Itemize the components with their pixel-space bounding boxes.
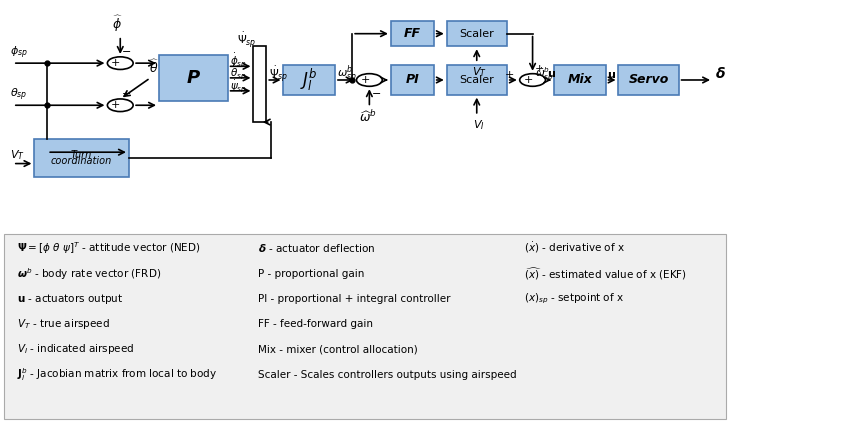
FancyBboxPatch shape [391,65,434,95]
Text: PI - proportional + integral controller: PI - proportional + integral controller [258,294,450,304]
Text: $-$: $-$ [121,45,131,55]
Text: $\mathbf{u}$: $\mathbf{u}$ [547,69,556,79]
FancyBboxPatch shape [391,21,434,46]
FancyBboxPatch shape [253,46,266,122]
Text: $V_T$ - true airspeed: $V_T$ - true airspeed [17,317,110,331]
Text: $\widehat{\phi}$: $\widehat{\phi}$ [112,13,124,34]
Circle shape [520,74,545,86]
Text: $\mathbf{\Psi} = [\phi\ \theta\ \psi]^T$ - attitude vector (NED): $\mathbf{\Psi} = [\phi\ \theta\ \psi]^T$… [17,240,201,256]
Text: $(\dot{x})$ - derivative of x: $(\dot{x})$ - derivative of x [524,241,625,256]
Text: $\mathbf{u}$ - actuators output: $\mathbf{u}$ - actuators output [17,292,124,306]
Text: $+$: $+$ [534,64,545,75]
Text: coordination: coordination [51,156,113,166]
Text: $\widehat{(x)}$ - estimated value of x (EKF): $\widehat{(x)}$ - estimated value of x (… [524,266,687,282]
Text: FF - feed-forward gain: FF - feed-forward gain [258,319,373,329]
Text: $V_I$ - indicated airspeed: $V_I$ - indicated airspeed [17,342,134,357]
Text: Turn: Turn [71,150,92,160]
FancyBboxPatch shape [618,65,679,95]
FancyBboxPatch shape [447,21,507,46]
Text: $\omega_{sp}^b$: $\omega_{sp}^b$ [337,64,356,86]
Circle shape [107,57,133,69]
Text: $\boldsymbol{\omega}^b$ - body rate vector (FRD): $\boldsymbol{\omega}^b$ - body rate vect… [17,266,161,282]
Text: $-$: $-$ [371,87,381,97]
FancyBboxPatch shape [4,234,726,419]
Text: $V_T$: $V_T$ [10,148,25,162]
Text: $\dot{\psi}_{sp}$: $\dot{\psi}_{sp}$ [230,78,247,94]
FancyBboxPatch shape [34,139,129,177]
Text: $\dot{\omega}_{sp}^{b}$: $\dot{\omega}_{sp}^{b}$ [535,65,554,83]
Text: $\theta_{sp}$: $\theta_{sp}$ [10,87,27,103]
FancyBboxPatch shape [283,65,335,95]
Text: Scaler - Scales controllers outputs using airspeed: Scaler - Scales controllers outputs usin… [258,370,516,380]
Text: $\dot{\Psi}_{sp}$: $\dot{\Psi}_{sp}$ [237,30,256,50]
Text: $\mathbf{u}$: $\mathbf{u}$ [607,70,616,80]
Text: Mix: Mix [568,74,592,86]
Text: $-$: $-$ [121,87,131,97]
FancyBboxPatch shape [159,55,228,101]
Text: Servo: Servo [628,74,669,86]
Text: $J_l^b$: $J_l^b$ [301,67,318,93]
Text: PI: PI [405,74,419,86]
Text: $\mathbf{J}_l^b$ - Jacobian matrix from local to body: $\mathbf{J}_l^b$ - Jacobian matrix from … [17,366,217,383]
Text: $(x)_{sp}$ - setpoint of x: $(x)_{sp}$ - setpoint of x [524,292,624,306]
Text: +: + [112,100,120,110]
Circle shape [356,74,382,86]
Circle shape [107,99,133,112]
Text: P - proportional gain: P - proportional gain [258,269,364,279]
Text: $\phi_{sp}$: $\phi_{sp}$ [10,45,28,61]
Text: $\boldsymbol{\delta}$ - actuator deflection: $\boldsymbol{\delta}$ - actuator deflect… [258,242,375,254]
Text: $\widehat{\theta}$: $\widehat{\theta}$ [149,59,160,76]
Text: $\dot{\theta}_{sp}$: $\dot{\theta}_{sp}$ [230,64,247,81]
FancyBboxPatch shape [447,65,507,95]
Text: +: + [524,75,533,85]
Text: $\dot{\phi}_{sp}$: $\dot{\phi}_{sp}$ [230,52,247,69]
Text: $\widehat{\omega}^b$: $\widehat{\omega}^b$ [359,109,376,125]
FancyBboxPatch shape [554,65,606,95]
Text: Scaler: Scaler [460,75,494,85]
Text: $V_T$: $V_T$ [472,65,487,79]
Text: P: P [186,69,200,87]
Text: FF: FF [404,27,421,40]
Text: $\boldsymbol{\delta}$: $\boldsymbol{\delta}$ [715,66,726,81]
Text: $\dot{\Psi}_{sp}$: $\dot{\Psi}_{sp}$ [269,64,289,84]
Text: Mix - mixer (control allocation): Mix - mixer (control allocation) [258,344,417,354]
Text: +: + [361,75,369,85]
Text: $+$: $+$ [504,69,515,80]
Text: Scaler: Scaler [460,29,494,39]
Text: +: + [112,58,120,68]
Text: $V_I$: $V_I$ [473,118,485,132]
